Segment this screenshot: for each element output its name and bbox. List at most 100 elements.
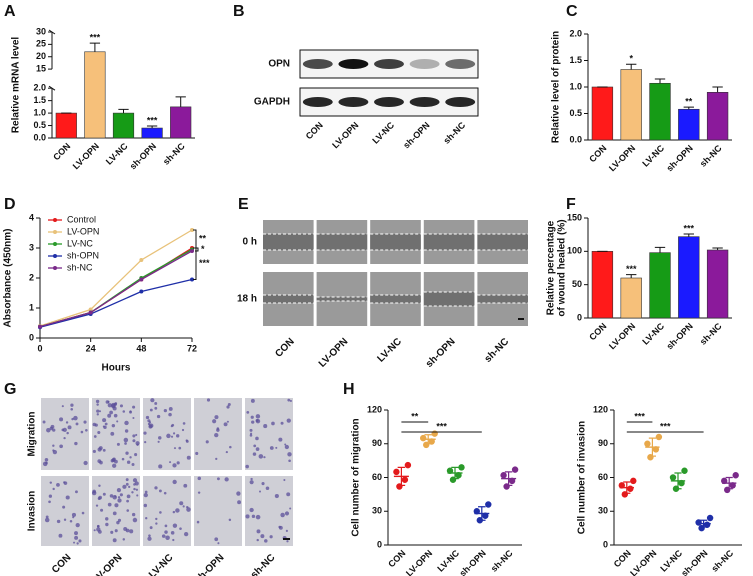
cell [72, 516, 75, 519]
cell [245, 464, 249, 469]
bar [591, 86, 614, 141]
cell [172, 538, 175, 542]
y-tick-label: 50 [572, 279, 582, 289]
x-tick-label: sh-OPN [679, 548, 709, 576]
row-label: Migration [27, 412, 38, 457]
cell [164, 530, 168, 534]
cell [114, 529, 118, 533]
cell [228, 518, 232, 522]
error-bar [451, 466, 459, 480]
point [669, 474, 677, 481]
transwell-image [92, 476, 140, 546]
legend-marker [53, 242, 57, 246]
cell [114, 495, 117, 498]
cell [71, 512, 77, 517]
cell [74, 441, 78, 446]
wound-gap [423, 292, 475, 306]
cell [99, 410, 102, 413]
cell [216, 428, 220, 432]
y-tick-label: 1.0 [569, 81, 582, 91]
x-tick-label: LV-OPN [607, 143, 637, 173]
cell [109, 494, 114, 498]
y-tick-label: 15 [36, 63, 46, 73]
cell [112, 495, 117, 500]
point [431, 430, 438, 437]
cell [143, 492, 148, 498]
blot-band [409, 59, 440, 69]
cell [275, 446, 278, 449]
x-tick-label: sh-NC [709, 548, 735, 574]
significance: *** [90, 33, 101, 43]
cell [147, 422, 151, 426]
bar [620, 277, 642, 319]
cell [289, 399, 292, 402]
point [732, 472, 739, 479]
cell [111, 423, 116, 428]
column-label: LV-NC [376, 336, 404, 364]
cell [206, 398, 211, 402]
cell [159, 511, 162, 514]
series-line [39, 229, 193, 327]
cell [49, 481, 52, 484]
cell [107, 413, 112, 418]
cell [226, 405, 230, 409]
cell [126, 509, 130, 512]
cell [94, 423, 98, 427]
cell [154, 402, 158, 405]
x-tick-label: sh-NC [698, 143, 724, 169]
x-tick-label: CON [386, 548, 407, 569]
column-label: CON [50, 552, 74, 576]
bar [649, 82, 671, 141]
x-axis-label: Hours [102, 363, 131, 374]
cell [129, 529, 134, 534]
significance-bracket [193, 247, 197, 280]
wound-gap [316, 297, 368, 301]
blot-band [445, 97, 476, 107]
point [511, 466, 519, 473]
point [88, 307, 93, 312]
cell [136, 494, 139, 497]
series-line [39, 247, 193, 328]
x-tick-label: sh-OPN [128, 141, 158, 171]
x-tick-label: sh-OPN [664, 143, 694, 173]
series-line [39, 250, 193, 328]
cell [144, 490, 148, 494]
cell [96, 403, 99, 406]
cell [171, 423, 175, 427]
cell [98, 495, 103, 500]
cell [52, 487, 55, 491]
cell [170, 435, 174, 438]
y-tick-label: 30 [598, 506, 608, 516]
cell [114, 503, 119, 508]
cell [250, 432, 253, 435]
cell [197, 476, 202, 481]
cell [278, 525, 281, 529]
cell [76, 542, 79, 545]
point [139, 289, 144, 294]
wound-gap [370, 234, 421, 250]
x-tick-label: LV-NC [104, 141, 130, 167]
error-bar [424, 434, 432, 445]
cell [175, 508, 180, 513]
y-tick-label: 25 [36, 39, 46, 49]
cell [149, 526, 153, 530]
column-label: sh-OPN [424, 336, 458, 370]
legend-marker [53, 230, 57, 234]
x-tick-label: 48 [136, 343, 146, 353]
cell [264, 539, 268, 543]
significance: ** [411, 411, 419, 421]
cell [165, 535, 170, 540]
cell [255, 418, 261, 424]
column-label: sh-NC [249, 552, 278, 576]
cell [212, 419, 217, 424]
cell [122, 410, 126, 413]
y-axis-label: of wound healed (%) [557, 219, 568, 316]
scale-bar [518, 318, 524, 320]
error-bar [478, 506, 486, 521]
y-tick-label: 90 [372, 438, 382, 448]
cell [112, 406, 117, 411]
x-tick-label: LV-NC [640, 143, 666, 169]
cell [44, 517, 50, 523]
cell [134, 453, 138, 457]
cell [154, 406, 158, 410]
